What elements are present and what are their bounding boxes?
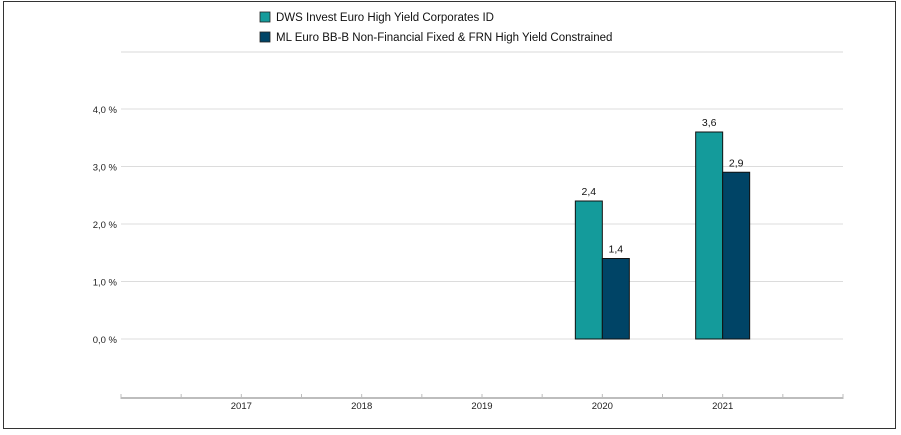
bar-chart: DWS Invest Euro High Yield Corporates ID…	[93, 11, 844, 412]
bar-2020-series-2	[601, 258, 630, 340]
x-tick-label: 2017	[231, 401, 252, 412]
y-axis: 0,0 % 1,0 % 2,0 % 3,0 % 4,0 %	[93, 105, 118, 346]
y-tick-label: 0,0 %	[93, 335, 118, 346]
y-tick-label: 3,0 %	[93, 163, 118, 174]
y-tick-label: 2,0 %	[93, 220, 118, 231]
bar-value-label: 2,9	[729, 157, 744, 169]
grid	[121, 51, 843, 340]
legend-label-2: ML Euro BB-B Non-Financial Fixed & FRN H…	[276, 32, 612, 44]
legend-swatch-2	[259, 31, 271, 43]
bar-2021-series-2	[722, 171, 751, 340]
bar-2020-series-1	[574, 200, 603, 340]
bar-value-label: 3,6	[702, 117, 717, 129]
bars	[574, 131, 751, 340]
x-tick-label: 2021	[712, 401, 733, 412]
x-tick-label: 2019	[471, 401, 492, 412]
legend-label-1: DWS Invest Euro High Yield Corporates ID	[276, 12, 494, 24]
bar-labels: 2,4 1,4 3,6 2,9	[582, 117, 744, 256]
x-tick-label: 2018	[351, 401, 372, 412]
x-axis: 2017 2018 2019 2020 2021	[120, 394, 844, 412]
legend: DWS Invest Euro High Yield Corporates ID…	[259, 11, 612, 44]
chart-frame: DWS Invest Euro High Yield Corporates ID…	[3, 1, 896, 429]
legend-swatch-1	[259, 11, 271, 23]
bar-value-label: 2,4	[582, 186, 597, 198]
y-tick-label: 4,0 %	[93, 105, 118, 116]
y-tick-label: 1,0 %	[93, 278, 118, 289]
bar-2021-series-1	[695, 131, 724, 340]
x-tick-label: 2020	[592, 401, 613, 412]
bar-value-label: 1,4	[609, 244, 624, 256]
